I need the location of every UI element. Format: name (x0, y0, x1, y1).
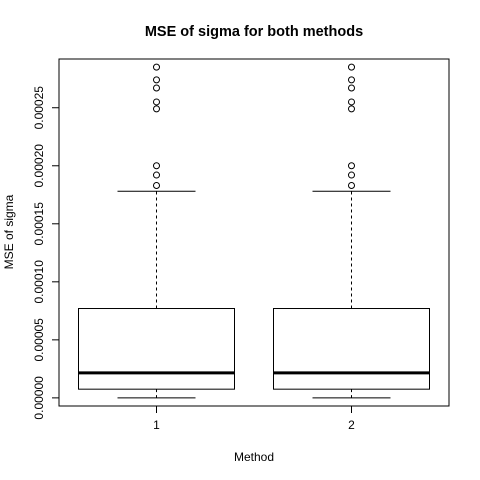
outlier-point (348, 162, 355, 170)
outlier-point (153, 63, 160, 71)
outlier-point (348, 63, 355, 71)
outlier-point (153, 76, 160, 84)
outlier-point (348, 181, 355, 189)
outlier-point (348, 76, 355, 84)
x-tick-label: 2 (348, 418, 355, 432)
box-iqr (273, 308, 430, 390)
y-tick-label: 0.00025 (32, 86, 46, 130)
x-axis-label: Method (234, 450, 274, 464)
outlier-point (153, 181, 160, 189)
outlier-point (153, 105, 160, 113)
y-tick-label: 0.00010 (32, 260, 46, 304)
y-tick-label: 0.00005 (32, 318, 46, 362)
outlier-point (153, 84, 160, 92)
outlier-point (348, 105, 355, 113)
outlier-point (153, 98, 160, 106)
outlier-point (348, 84, 355, 92)
box-iqr (78, 308, 235, 390)
y-axis-label: MSE of sigma (2, 194, 16, 269)
y-tick-label: 0.00015 (32, 202, 46, 246)
plot-area: 1 2 0.00000 0.00005 0.00010 0.00015 0.00020 0.0… (32, 58, 450, 432)
outlier-point (153, 171, 160, 179)
outlier-point (348, 171, 355, 179)
plot-frame (58, 58, 450, 407)
outlier-point (348, 98, 355, 106)
y-tick-label: 0.00020 (32, 144, 46, 188)
chart-title: MSE of sigma for both methods (145, 24, 363, 40)
outlier-point (153, 162, 160, 170)
y-tick-label: 0.00000 (32, 376, 46, 420)
x-tick-label: 1 (153, 418, 160, 432)
